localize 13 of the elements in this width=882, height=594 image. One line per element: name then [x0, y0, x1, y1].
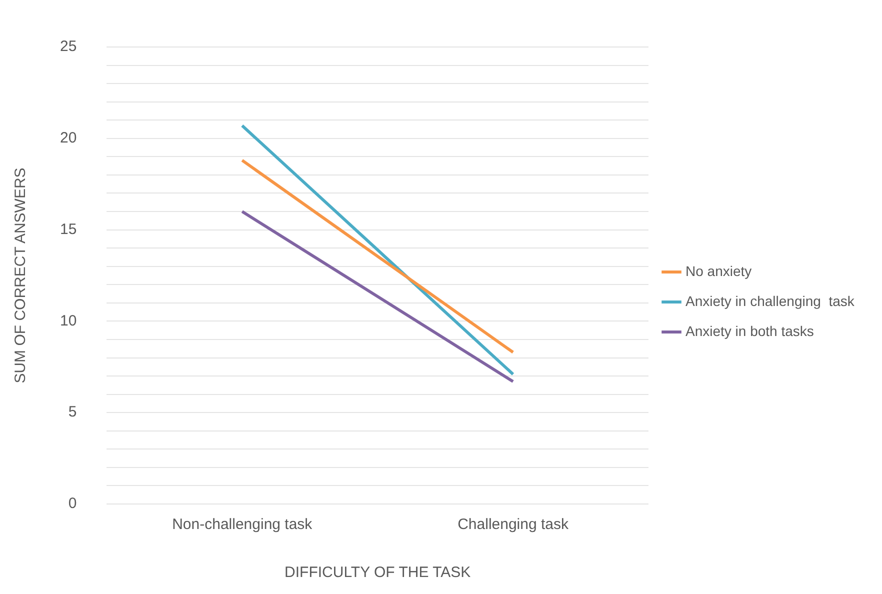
y-tick-label: 0 — [68, 495, 77, 512]
x-tick-label: Non-challenging task — [172, 516, 313, 534]
y-tick-label: 10 — [60, 312, 77, 330]
y-tick-label: 5 — [68, 404, 77, 421]
y-tick-label: 20 — [60, 130, 77, 147]
x-axis-title: DIFFICULTY OF THE TASK — [284, 564, 471, 582]
legend-label: No anxiety — [686, 262, 752, 279]
legend-label: Anxiety in both tasks — [686, 322, 814, 339]
y-axis-title: SUM OF CORRECT ANSWERS — [12, 168, 30, 384]
x-tick-label: Challenging task — [458, 516, 569, 534]
y-tick-label: 25 — [60, 38, 77, 56]
legend-label: Anxiety in challenging task — [686, 292, 856, 309]
y-tick-label: 15 — [60, 220, 77, 238]
